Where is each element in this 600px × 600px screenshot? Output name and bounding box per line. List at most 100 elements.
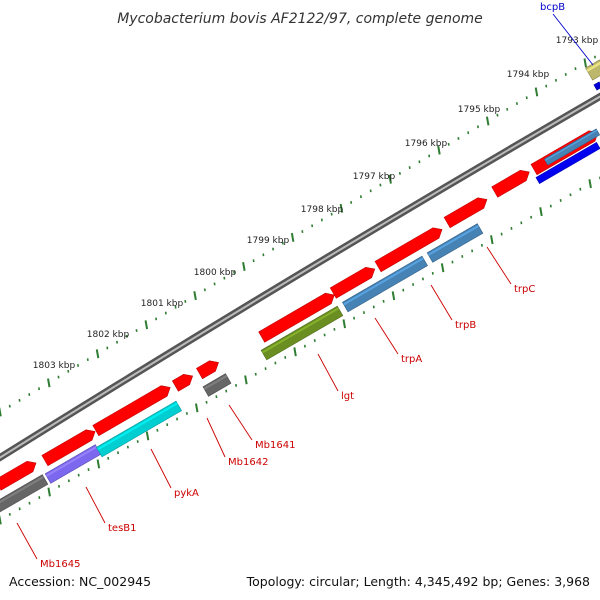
tick-mark	[244, 375, 248, 385]
label-Mb1642: Mb1642	[206, 417, 268, 468]
gene-blue-highlight	[536, 143, 598, 180]
gene-label-text: Mb1645	[40, 559, 80, 570]
kbp-label: 1803 kbp	[33, 361, 76, 371]
tick-mark	[440, 263, 445, 273]
forward-gene-5-highlight	[259, 294, 328, 336]
gene-Mb1642-body	[202, 373, 232, 397]
gene-label-text: trpB	[455, 320, 476, 331]
gene-trpA-body	[342, 255, 428, 313]
forward-gene-3-body	[171, 373, 194, 392]
label-trpA: trpA	[374, 317, 422, 365]
tick-mark	[583, 58, 587, 68]
kbp-label: 1798 kbp	[301, 205, 344, 215]
forward-gene-0-highlight	[0, 462, 29, 482]
leader-line	[552, 13, 594, 66]
tick-mark	[539, 207, 543, 217]
gene-blue	[535, 142, 600, 184]
tick-mark	[47, 487, 51, 497]
kbp-label: 1800 kbp	[194, 268, 237, 278]
tick-mark	[96, 459, 101, 469]
forward-gene-3-highlight	[173, 375, 186, 385]
kbp-label: 1794 kbp	[507, 70, 550, 80]
leader-line	[486, 246, 512, 285]
tick-mark	[391, 291, 396, 301]
gene-pykA-body	[96, 400, 182, 458]
backbone-arc	[0, 92, 600, 462]
label-Mb1645: Mb1645	[16, 522, 80, 570]
gene-lgt	[260, 305, 344, 361]
tick-mark	[290, 232, 295, 242]
forward-gene-4-body	[196, 360, 219, 380]
forward-gene-4-highlight	[197, 362, 212, 372]
gene-Mb1645-body	[0, 474, 49, 513]
gene-trpA	[342, 255, 428, 313]
forward-gene-9	[491, 169, 530, 198]
label-tesB1: tesB1	[85, 486, 137, 534]
label-trpC: trpC	[486, 246, 535, 295]
gene-trpB-body	[426, 223, 484, 263]
forward-gene-3	[171, 373, 194, 392]
gene-trpB-highlight	[427, 224, 480, 256]
gene-Mb1645	[0, 474, 49, 513]
kbp-label: 1801 kbp	[141, 299, 184, 309]
tick-mark	[144, 320, 149, 330]
tick-mark	[339, 203, 344, 213]
summary-text: Topology: circular; Length: 4,345,492 bp…	[246, 574, 590, 589]
tick-mark	[0, 407, 2, 417]
leader-line	[228, 404, 253, 441]
label-pykA: pykA	[150, 448, 199, 499]
tick-mark	[485, 116, 490, 126]
label-bcpB: bcpB	[540, 2, 594, 66]
forward-gene-8	[443, 197, 488, 229]
gene-lgt-highlight	[261, 307, 340, 354]
leader-line	[317, 353, 339, 392]
gene-Mb1642	[202, 373, 232, 397]
forward-gene-7-highlight	[375, 229, 435, 265]
gene-trpC-seg-highlight	[544, 129, 598, 161]
gene-label-text: Mb1642	[228, 457, 268, 468]
forward-gene-5-body	[258, 292, 335, 343]
tick-mark	[342, 319, 347, 329]
tick-mark	[588, 179, 592, 189]
kbp-label: 1793 kbp	[556, 36, 599, 46]
forward-gene-9-body	[491, 169, 530, 198]
tick-mark	[145, 431, 150, 441]
gene-label-text: lgt	[341, 391, 354, 402]
label-trpB: trpB	[430, 284, 476, 331]
forward-gene-2-body	[92, 385, 171, 437]
gene-label-text: pykA	[174, 488, 199, 499]
genome-backbone	[0, 92, 600, 462]
kbp-label: 1796 kbp	[405, 139, 448, 149]
forward-gene-7-body	[374, 227, 443, 273]
gene-trpA-highlight	[343, 257, 424, 306]
forward-gene-2-highlight	[93, 387, 164, 429]
tick-mark	[95, 349, 100, 359]
forward-gene-7	[374, 227, 443, 273]
forward-gene-6-highlight	[331, 268, 368, 292]
kbp-label: 1795 kbp	[458, 105, 501, 115]
backbone-arc-highlight	[0, 95, 600, 459]
gene-label-text: trpC	[514, 284, 535, 295]
forward-gene-1-body	[41, 429, 96, 467]
gene-label-text: Mb1641	[255, 440, 295, 451]
leader-line	[206, 417, 226, 458]
tick-mark	[388, 174, 392, 184]
leader-line	[150, 448, 172, 489]
label-lgt: lgt	[317, 353, 354, 402]
forward-gene-8-highlight	[444, 199, 480, 221]
gene-pykA	[96, 400, 182, 458]
forward-gene-2	[92, 385, 171, 437]
forward-gene-1	[41, 429, 96, 467]
gene-trpB	[426, 223, 484, 263]
forward-gene-6	[329, 266, 376, 299]
tick-mark	[0, 515, 2, 525]
gene-label-text: bcpB	[540, 2, 565, 13]
gene-bcpB-end	[593, 81, 600, 91]
tick-mark	[242, 262, 246, 272]
accession-text: Accession: NC_002945	[9, 574, 151, 589]
gene-lgt-body	[260, 305, 344, 361]
outer-tick-row	[0, 55, 597, 417]
gene-features	[0, 59, 600, 513]
forward-gene-5	[258, 292, 335, 343]
